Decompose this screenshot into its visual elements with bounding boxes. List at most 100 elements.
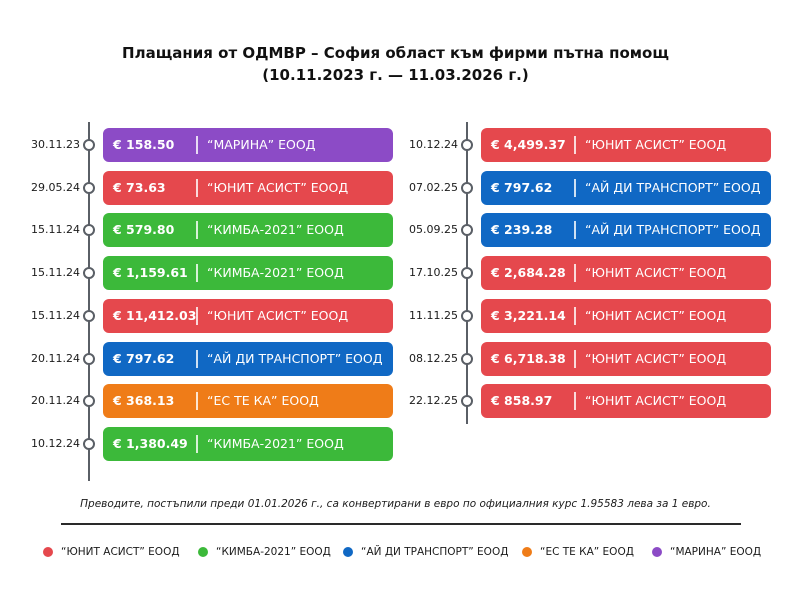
payment-firm: “АЙ ДИ ТРАНСПОРТ” ЕООД xyxy=(207,351,383,366)
card-separator xyxy=(196,264,198,282)
card-separator xyxy=(574,264,576,282)
payment-date: 20.11.24 xyxy=(31,352,80,365)
payment-firm: “ЮНИТ АСИСТ” ЕООД xyxy=(207,180,349,195)
legend-swatch xyxy=(522,547,532,557)
timeline-node xyxy=(83,182,95,194)
payment-amount: € 11,412.03 xyxy=(113,308,197,323)
payment-amount: € 1,159.61 xyxy=(113,265,188,280)
payment-card: € 4,499.37 “ЮНИТ АСИСТ” ЕООД xyxy=(481,128,771,162)
timeline-node xyxy=(83,395,95,407)
timeline-node xyxy=(83,438,95,450)
payment-firm: “КИМБА-2021” ЕООД xyxy=(207,265,344,280)
divider xyxy=(61,523,741,525)
payment-amount: € 368.13 xyxy=(113,393,175,408)
timeline-node xyxy=(461,395,473,407)
payment-amount: € 239.28 xyxy=(491,222,553,237)
payment-amount: € 6,718.38 xyxy=(491,351,566,366)
payment-date: 29.05.24 xyxy=(31,181,80,194)
payment-amount: € 73.63 xyxy=(113,180,166,195)
card-separator xyxy=(574,136,576,154)
payment-amount: € 3,221.14 xyxy=(491,308,566,323)
timeline-node xyxy=(83,353,95,365)
footnote: Преводите, постъпили преди 01.01.2026 г.… xyxy=(80,498,711,510)
payment-amount: € 797.62 xyxy=(491,180,553,195)
payment-date: 20.11.24 xyxy=(31,394,80,407)
payment-card: € 797.62 “АЙ ДИ ТРАНСПОРТ” ЕООД xyxy=(481,171,771,205)
timeline-node xyxy=(461,267,473,279)
card-separator xyxy=(196,307,198,325)
card-separator xyxy=(574,221,576,239)
chart-subtitle: (10.11.2023 г. — 11.03.2026 г.) xyxy=(262,66,529,84)
payment-date: 15.11.24 xyxy=(31,309,80,322)
payment-amount: € 797.62 xyxy=(113,351,175,366)
payment-date: 15.11.24 xyxy=(31,223,80,236)
card-separator xyxy=(196,221,198,239)
chart-title: Плащания от ОДМВР – София област към фир… xyxy=(122,44,669,62)
payment-date: 07.02.25 xyxy=(409,181,458,194)
payment-date: 22.12.25 xyxy=(409,394,458,407)
card-separator xyxy=(574,350,576,368)
card-separator xyxy=(574,307,576,325)
payment-firm: “КИМБА-2021” ЕООД xyxy=(207,222,344,237)
payment-card: € 158.50 “МАРИНА” ЕООД xyxy=(103,128,393,162)
card-separator xyxy=(196,435,198,453)
timeline-node xyxy=(83,267,95,279)
payment-amount: € 858.97 xyxy=(491,393,553,408)
timeline-node xyxy=(461,310,473,322)
payment-date: 10.12.24 xyxy=(31,437,80,450)
timeline-node xyxy=(83,310,95,322)
legend-swatch xyxy=(343,547,353,557)
timeline-node xyxy=(83,139,95,151)
payment-date: 30.11.23 xyxy=(31,138,80,151)
card-separator xyxy=(574,392,576,410)
payment-firm: “ЮНИТ АСИСТ” ЕООД xyxy=(585,308,727,323)
payment-firm: “ЮНИТ АСИСТ” ЕООД xyxy=(585,393,727,408)
legend-label: “МАРИНА” ЕООД xyxy=(670,546,762,558)
payment-firm: “ЮНИТ АСИСТ” ЕООД xyxy=(207,308,349,323)
payment-card: € 579.80 “КИМБА-2021” ЕООД xyxy=(103,213,393,247)
payment-amount: € 1,380.49 xyxy=(113,436,188,451)
timeline-node xyxy=(461,353,473,365)
payment-date: 11.11.25 xyxy=(409,309,458,322)
card-separator xyxy=(196,136,198,154)
legend-label: “КИМБА-2021” ЕООД xyxy=(216,546,331,558)
legend-swatch xyxy=(198,547,208,557)
payment-card: € 797.62 “АЙ ДИ ТРАНСПОРТ” ЕООД xyxy=(103,342,393,376)
payment-amount: € 158.50 xyxy=(113,137,175,152)
payment-card: € 6,718.38 “ЮНИТ АСИСТ” ЕООД xyxy=(481,342,771,376)
payment-firm: “ЮНИТ АСИСТ” ЕООД xyxy=(585,137,727,152)
payment-card: € 1,159.61 “КИМБА-2021” ЕООД xyxy=(103,256,393,290)
payment-card: € 3,221.14 “ЮНИТ АСИСТ” ЕООД xyxy=(481,299,771,333)
timeline-node xyxy=(461,182,473,194)
payment-date: 05.09.25 xyxy=(409,223,458,236)
legend-swatch xyxy=(43,547,53,557)
timeline-node xyxy=(461,139,473,151)
timeline-node xyxy=(461,224,473,236)
payment-card: € 2,684.28 “ЮНИТ АСИСТ” ЕООД xyxy=(481,256,771,290)
payment-firm: “МАРИНА” ЕООД xyxy=(207,137,316,152)
payment-firm: “ЮНИТ АСИСТ” ЕООД xyxy=(585,351,727,366)
payment-firm: “АЙ ДИ ТРАНСПОРТ” ЕООД xyxy=(585,222,761,237)
legend-swatch xyxy=(652,547,662,557)
payment-amount: € 4,499.37 xyxy=(491,137,566,152)
payment-amount: € 2,684.28 xyxy=(491,265,566,280)
card-separator xyxy=(574,179,576,197)
payment-date: 17.10.25 xyxy=(409,266,458,279)
payment-amount: € 579.80 xyxy=(113,222,175,237)
legend-label: “ЕС ТЕ КА” ЕООД xyxy=(540,546,634,558)
payment-card: € 1,380.49 “КИМБА-2021” ЕООД xyxy=(103,427,393,461)
card-separator xyxy=(196,392,198,410)
payment-card: € 73.63 “ЮНИТ АСИСТ” ЕООД xyxy=(103,171,393,205)
payment-card: € 858.97 “ЮНИТ АСИСТ” ЕООД xyxy=(481,384,771,418)
timeline-node xyxy=(83,224,95,236)
legend-label: “ЮНИТ АСИСТ” ЕООД xyxy=(61,546,180,558)
payment-firm: “КИМБА-2021” ЕООД xyxy=(207,436,344,451)
timeline-line xyxy=(88,122,90,481)
legend-label: “АЙ ДИ ТРАНСПОРТ” ЕООД xyxy=(361,546,509,558)
card-separator xyxy=(196,350,198,368)
card-separator xyxy=(196,179,198,197)
payment-card: € 11,412.03 “ЮНИТ АСИСТ” ЕООД xyxy=(103,299,393,333)
payment-card: € 239.28 “АЙ ДИ ТРАНСПОРТ” ЕООД xyxy=(481,213,771,247)
payment-date: 08.12.25 xyxy=(409,352,458,365)
payment-firm: “АЙ ДИ ТРАНСПОРТ” ЕООД xyxy=(585,180,761,195)
